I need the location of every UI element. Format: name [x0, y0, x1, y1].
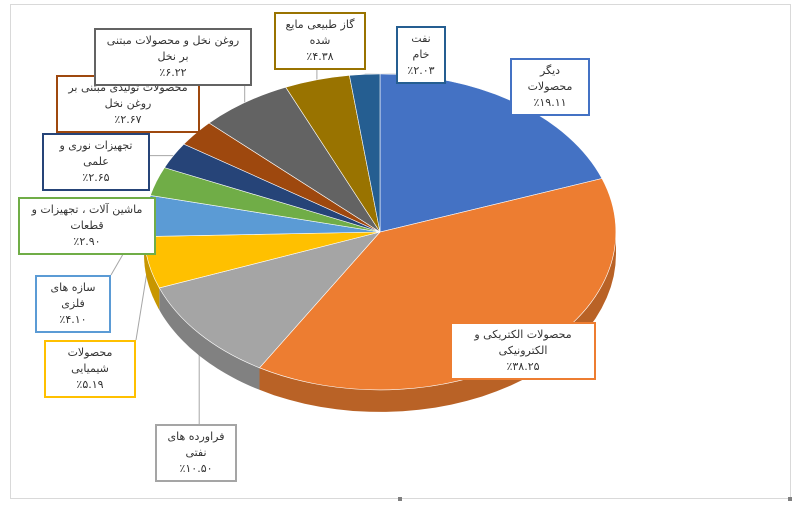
label-value: ٪۲.۹۰ — [73, 235, 101, 248]
pie-side-oilprod — [159, 287, 260, 390]
label-name: محصولات شیمیایی — [67, 346, 113, 375]
label-value: ٪۶.۲۲ — [159, 66, 187, 79]
label-name: ماشین آلات ، تجهیزات و قطعات — [31, 203, 143, 232]
label-value: ٪۳۸.۲۵ — [506, 360, 540, 373]
data-label-machinery: ماشین آلات ، تجهیزات و قطعات ٪۲.۹۰ — [18, 197, 156, 255]
data-label-palm-oil: روغن نخل و محصولات مبتنی بر نخل ٪۶.۲۲ — [94, 28, 252, 86]
label-value: ٪۲.۶۷ — [114, 113, 142, 126]
label-name: گاز طبیعی مایع شده — [285, 18, 355, 47]
data-label-electrical-products: محصولات الکتریکی و الکترونیکی ٪۳۸.۲۵ — [450, 322, 596, 380]
label-name: محصولات الکتریکی و الکترونیکی — [474, 328, 572, 357]
data-label-other-products: دیگر محصولات ٪۱۹.۱۱ — [510, 58, 590, 116]
label-name: دیگر محصولات — [527, 64, 573, 93]
label-value: ٪۱۹.۱۱ — [533, 96, 567, 109]
label-name: تجهیزات نوری و علمی — [59, 139, 133, 168]
label-value: ٪۲.۰۳ — [407, 64, 435, 77]
data-label-chemical-products: محصولات شیمیایی ٪۵.۱۹ — [44, 340, 136, 398]
data-label-metal-structures: سازه های فلزی ٪۴.۱۰ — [35, 275, 111, 333]
label-name: روغن نخل و محصولات مبتنی بر نخل — [106, 34, 240, 63]
resize-handle-bottom[interactable] — [398, 497, 402, 501]
pie-slices — [143, 73, 617, 391]
label-value: ٪۴.۳۸ — [306, 50, 334, 63]
label-value: ٪۲.۶۵ — [82, 171, 110, 184]
data-label-crude-oil: نفت خام ٪۲.۰۳ — [396, 26, 446, 84]
label-value: ٪۴.۱۰ — [59, 313, 87, 326]
label-name: فراورده های نفتی — [167, 430, 225, 459]
label-name: نفت خام — [411, 32, 431, 61]
pie-slice-oilprod — [158, 231, 381, 369]
data-label-lng: گاز طبیعی مایع شده ٪۴.۳۸ — [274, 12, 366, 70]
data-label-oil-products: فراورده های نفتی ٪۱۰.۵۰ — [155, 424, 237, 482]
pie-side-chem — [144, 236, 160, 310]
label-value: ٪۱۰.۵۰ — [179, 462, 213, 475]
data-label-optical-equipment: تجهیزات نوری و علمی ٪۲.۶۵ — [42, 133, 150, 191]
pie-slice-crude — [349, 73, 381, 233]
resize-handle-corner[interactable] — [788, 497, 792, 501]
label-name: سازه های فلزی — [50, 281, 96, 310]
label-value: ٪۵.۱۹ — [76, 378, 104, 391]
